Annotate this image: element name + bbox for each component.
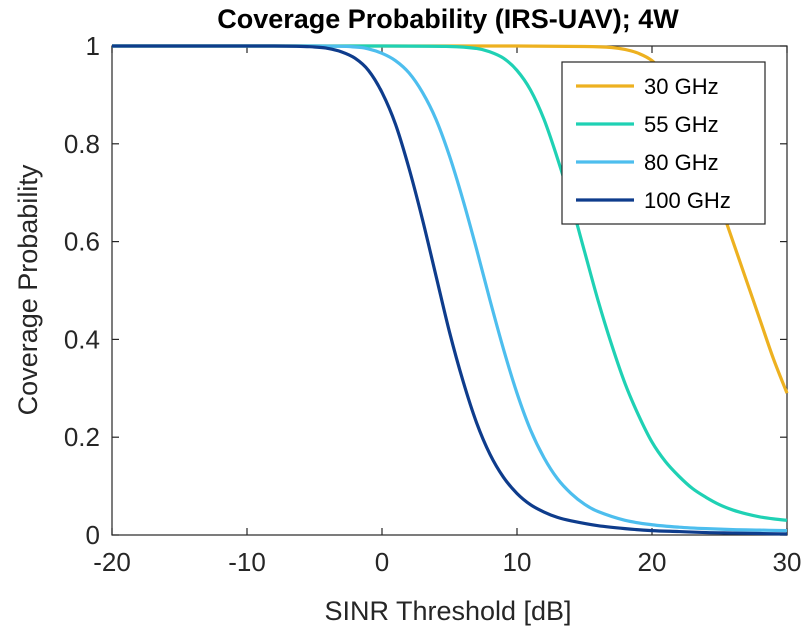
x-tick-label: 30 [773,547,802,577]
y-tick-label: 0 [86,520,100,550]
x-tick-label: 20 [638,547,667,577]
y-axis-label: Coverage Probability [13,164,43,415]
x-tick-label: -10 [228,547,266,577]
series-line-4 [112,44,788,536]
y-tick-label: 0.2 [64,422,100,452]
y-tick-label: 1 [86,31,100,61]
x-tick-label: 0 [375,547,389,577]
x-tick-label: 10 [503,547,532,577]
legend-label: 100 GHz [644,188,731,213]
series-line-2 [112,44,788,522]
series-line-3 [112,44,788,533]
x-axis-ticks: -20 -10 0 10 20 30 [93,46,801,577]
legend-label: 55 GHz [644,112,719,137]
legend-label: 80 GHz [644,150,719,175]
x-axis-label: SINR Threshold [dB] [324,596,571,626]
y-tick-label: 0.8 [64,129,100,159]
legend-label: 30 GHz [644,74,719,99]
legend: 30 GHz 55 GHz 80 GHz 100 GHz [561,61,766,225]
y-tick-label: 0.4 [64,324,100,354]
y-axis-ticks: 0 0.2 0.4 0.6 0.8 1 [64,31,787,550]
x-tick-label: -20 [93,547,131,577]
y-tick-label: 0.6 [64,227,100,257]
chart-title: Coverage Probability (IRS-UAV); 4W [217,4,679,34]
legend-box [561,61,766,225]
